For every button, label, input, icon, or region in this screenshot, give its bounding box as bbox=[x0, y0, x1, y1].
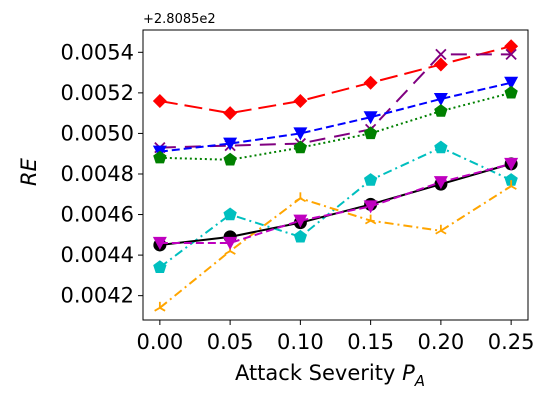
plot-area bbox=[152, 39, 519, 312]
y-tick-label: 0.0050 bbox=[61, 121, 134, 145]
data-point-8-5 bbox=[433, 176, 448, 190]
series-markers-6 bbox=[154, 180, 517, 312]
data-point-4-2 bbox=[223, 152, 237, 166]
marker-stroke bbox=[364, 219, 372, 225]
marker-stroke bbox=[159, 307, 166, 312]
data-point-8-2 bbox=[223, 236, 238, 250]
x-tick-label: 0.25 bbox=[488, 330, 535, 354]
data-point-6-3 bbox=[294, 192, 307, 203]
data-point-5-6 bbox=[504, 173, 518, 186]
series-markers-8 bbox=[152, 157, 519, 250]
data-point-8-3 bbox=[293, 214, 308, 228]
x-tick-label: 0.15 bbox=[347, 330, 394, 354]
x-axis-label-main: Attack Severity bbox=[235, 361, 395, 385]
data-point-3-4 bbox=[363, 111, 378, 125]
data-point-4-6 bbox=[504, 85, 518, 99]
series-line-6 bbox=[159, 185, 512, 309]
y-tick-label: 0.0052 bbox=[61, 81, 134, 105]
marker-stroke bbox=[440, 229, 447, 235]
data-point-6-4 bbox=[364, 214, 377, 225]
x-tick-label: 0.05 bbox=[207, 330, 254, 354]
marker-stroke bbox=[505, 185, 512, 190]
axes: 0.00 0.05 0.10 0.15 0.20 0.25 0.0042 0.0044 0.00… bbox=[61, 29, 535, 354]
data-point-6-6 bbox=[505, 180, 517, 190]
series-line-1 bbox=[159, 45, 512, 115]
marker-stroke bbox=[370, 219, 377, 225]
series-line-5 bbox=[159, 146, 512, 269]
marker-stroke bbox=[154, 307, 161, 312]
data-point-1-1 bbox=[152, 93, 167, 108]
series-line-7 bbox=[159, 162, 512, 246]
data-point-8-4 bbox=[363, 200, 378, 214]
series-line-4 bbox=[159, 91, 512, 161]
data-point-2-5 bbox=[435, 48, 447, 60]
series-markers-7 bbox=[153, 157, 518, 252]
data-point-3-5 bbox=[433, 92, 448, 106]
data-point-6-1 bbox=[154, 301, 166, 312]
y-tick-label: 0.0046 bbox=[61, 203, 134, 227]
marker-stroke bbox=[294, 197, 301, 203]
data-point-5-1 bbox=[153, 260, 167, 273]
data-point-3-6 bbox=[504, 76, 519, 90]
data-point-5-3 bbox=[293, 229, 308, 243]
data-point-1-2 bbox=[223, 106, 238, 121]
marker-stroke bbox=[505, 48, 517, 60]
x-tick-label: 0.10 bbox=[277, 330, 324, 354]
y-tick-label: 0.0044 bbox=[61, 243, 134, 267]
plot-frame bbox=[142, 29, 529, 321]
series-line-8 bbox=[159, 162, 512, 244]
y-axis-label: RE bbox=[17, 157, 41, 186]
data-point-1-3 bbox=[293, 93, 308, 108]
data-point-8-1 bbox=[152, 236, 167, 250]
data-point-4-1 bbox=[153, 150, 167, 164]
data-point-8-6 bbox=[504, 157, 519, 171]
y-tick-label: 0.0048 bbox=[61, 162, 134, 186]
x-tick-label: 0.00 bbox=[136, 330, 183, 354]
data-point-2-6 bbox=[505, 48, 517, 60]
marker-stroke bbox=[229, 250, 236, 255]
marker-stroke bbox=[299, 197, 307, 203]
x-tick-label: 0.20 bbox=[418, 330, 465, 354]
data-point-5-5 bbox=[434, 140, 448, 154]
data-point-4-5 bbox=[434, 104, 448, 117]
y-tick-label: 0.0054 bbox=[61, 40, 134, 64]
series-markers-4 bbox=[153, 85, 518, 166]
x-axis-label-variable: P bbox=[402, 361, 415, 385]
data-point-4-4 bbox=[363, 126, 378, 140]
x-axis-label-subscript: A bbox=[414, 372, 425, 390]
marker-stroke bbox=[224, 250, 231, 255]
marker-stroke bbox=[435, 229, 442, 235]
series-markers-5 bbox=[153, 140, 518, 273]
data-point-3-3 bbox=[293, 127, 308, 141]
data-point-1-5 bbox=[433, 57, 448, 72]
data-point-6-5 bbox=[435, 224, 447, 235]
y-tick-label: 0.0042 bbox=[61, 284, 134, 308]
data-point-5-4 bbox=[363, 173, 378, 186]
data-point-1-6 bbox=[504, 39, 519, 54]
series-markers-1 bbox=[152, 39, 519, 121]
x-axis-label: Attack Severity PA bbox=[235, 361, 425, 390]
data-point-3-2 bbox=[223, 137, 238, 151]
marker-stroke bbox=[435, 48, 447, 60]
data-point-5-2 bbox=[223, 207, 237, 221]
series-line-2 bbox=[159, 53, 512, 149]
marker-stroke bbox=[510, 185, 517, 190]
data-point-1-4 bbox=[363, 75, 378, 90]
series-line-3 bbox=[159, 81, 512, 153]
y-axis-offset-label: +2.8085e2 bbox=[143, 12, 216, 27]
data-point-4-3 bbox=[293, 140, 308, 154]
